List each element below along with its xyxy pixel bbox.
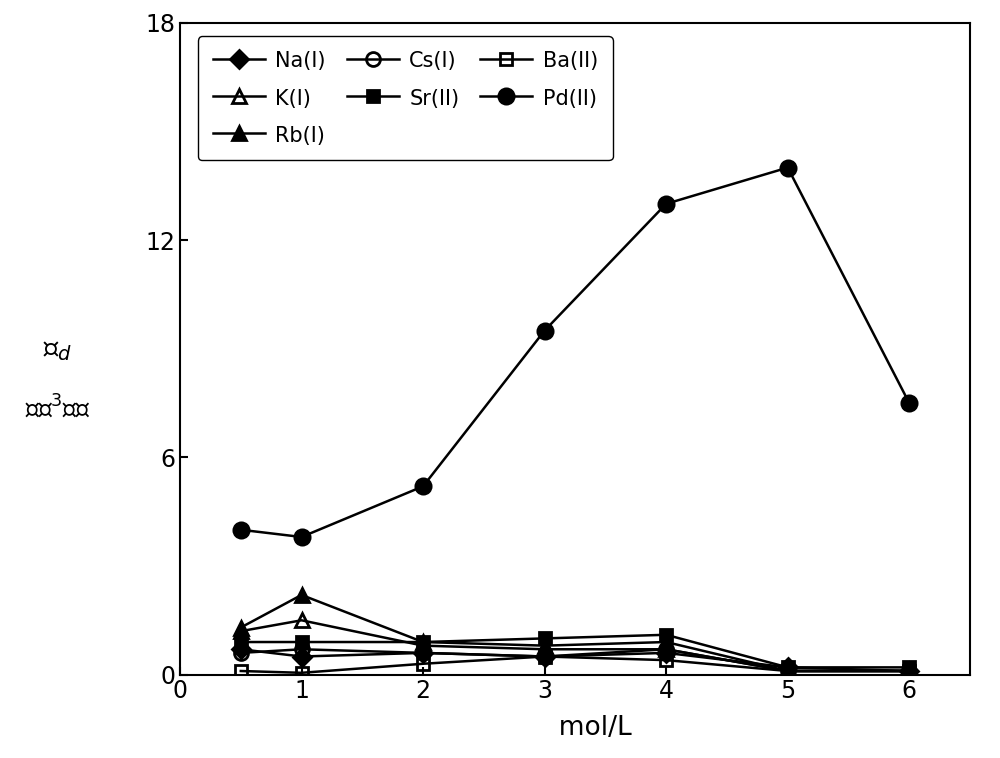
Na(I) (417, 648, 429, 657)
Na(I) (235, 645, 247, 654)
Text: 分: 分 (54, 107, 61, 134)
Cs(I) (660, 645, 672, 654)
Line: Na(I): Na(I) (235, 643, 915, 677)
K(I) (660, 645, 672, 654)
Sr(II) (660, 630, 672, 639)
Cs(I) (296, 645, 308, 654)
Ba(II) (903, 666, 915, 675)
Text: 数: 数 (54, 263, 61, 291)
Pd(II) (782, 163, 794, 172)
Text: 配: 配 (54, 158, 61, 186)
Sr(II) (782, 662, 794, 672)
Rb(I) (539, 641, 551, 650)
K(I) (417, 641, 429, 650)
Line: K(I): K(I) (234, 613, 916, 678)
Rb(I) (903, 666, 915, 675)
Line: Ba(II): Ba(II) (235, 650, 915, 679)
Rb(I) (296, 590, 308, 600)
Pd(II) (660, 199, 672, 208)
Sr(II) (296, 637, 308, 647)
Sr(II) (903, 662, 915, 672)
Line: Sr(II): Sr(II) (235, 628, 915, 674)
Na(I) (296, 652, 308, 661)
Rb(I) (782, 666, 794, 675)
Ba(II) (417, 659, 429, 669)
Cs(I) (903, 666, 915, 675)
Sr(II) (235, 637, 247, 647)
Na(I) (782, 662, 794, 672)
Ba(II) (539, 652, 551, 661)
K(I) (235, 627, 247, 636)
Legend: Na(I), K(I), Rb(I), Cs(I), Sr(II), Ba(II), Pd(II): Na(I), K(I), Rb(I), Cs(I), Sr(II), Ba(II… (198, 36, 613, 160)
Na(I) (539, 652, 551, 661)
Line: Cs(I): Cs(I) (234, 642, 916, 678)
X-axis label: 确酸浓度  mol/L: 确酸浓度 mol/L (519, 715, 631, 741)
Rb(I) (660, 637, 672, 647)
Text: 系: 系 (54, 211, 61, 239)
K(I) (903, 666, 915, 675)
K(I) (296, 615, 308, 625)
Rb(I) (417, 637, 429, 647)
Pd(II) (296, 532, 308, 541)
Pd(II) (417, 482, 429, 491)
Cs(I) (539, 652, 551, 661)
Pd(II) (235, 525, 247, 534)
Cs(I) (782, 666, 794, 675)
Line: Rb(I): Rb(I) (234, 588, 916, 678)
Text: cm$^3$/g: cm$^3$/g (25, 393, 90, 421)
Rb(I) (235, 623, 247, 632)
Na(I) (660, 648, 672, 657)
Cs(I) (417, 648, 429, 657)
Cs(I) (235, 648, 247, 657)
K(I) (782, 666, 794, 675)
Sr(II) (539, 634, 551, 643)
Line: Pd(II): Pd(II) (233, 160, 917, 545)
Pd(II) (539, 326, 551, 335)
Ba(II) (782, 666, 794, 675)
Ba(II) (296, 669, 308, 678)
Pd(II) (903, 399, 915, 408)
Text: K$_d$: K$_d$ (43, 335, 72, 362)
K(I) (539, 645, 551, 654)
Ba(II) (235, 666, 247, 675)
Na(I) (903, 666, 915, 675)
Sr(II) (417, 637, 429, 647)
Ba(II) (660, 656, 672, 665)
